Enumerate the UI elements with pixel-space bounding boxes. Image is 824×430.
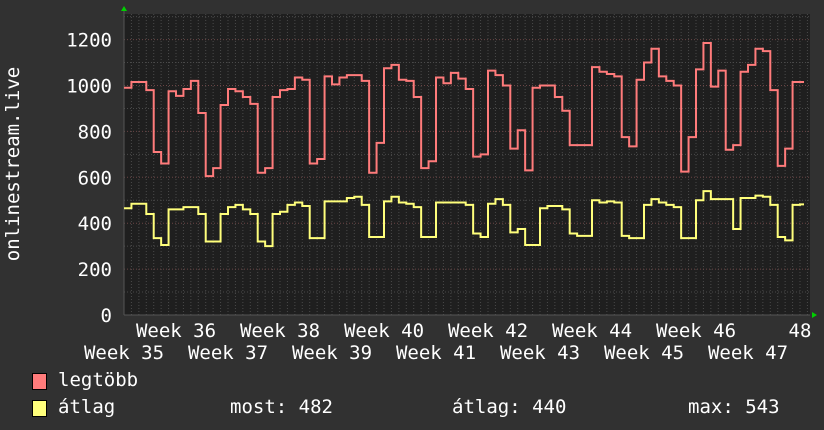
y-tick-label: 1000 (66, 76, 112, 98)
y-tick-label: 200 (78, 259, 112, 281)
x-tick-label: Week 46 (656, 320, 736, 342)
x-tick-label: Week 38 (240, 320, 320, 342)
x-tick-label: Week 42 (448, 320, 528, 342)
x-tick-label: Week 40 (344, 320, 424, 342)
y-tick-label: 1200 (66, 30, 112, 52)
legend-swatch-atlag (32, 400, 47, 417)
stat-current: most: 482 (230, 396, 333, 418)
legend-swatch-legtobb (32, 373, 47, 390)
x-tick-label: Week 35 (84, 342, 164, 364)
plot-area (124, 14, 810, 315)
y-axis-label: onlinestream.live (2, 67, 24, 261)
legend-label-atlag: átlag (58, 396, 116, 418)
x-axis-arrow-icon (812, 312, 817, 318)
stat-average: átlag: 440 (452, 396, 567, 418)
y-tick-label: 600 (78, 167, 112, 189)
x-tick-label: Week 37 (188, 342, 268, 364)
x-tick-label: 48 (789, 320, 812, 342)
y-tick-label: 400 (78, 213, 112, 235)
y-axis-arrow-icon (121, 6, 127, 11)
x-tick-label: Week 44 (552, 320, 632, 342)
legend-label-legtobb: legtöbb (58, 369, 139, 391)
series-line-legtobb (124, 42, 804, 178)
x-tick-label: Week 45 (604, 342, 684, 364)
x-tick-label: Week 36 (136, 320, 216, 342)
stat-max: max: 543 (688, 396, 780, 418)
x-tick-label: Week 41 (396, 342, 476, 364)
x-tick-label: Week 43 (500, 342, 580, 364)
x-tick-label: Week 47 (708, 342, 788, 364)
x-tick-label: Week 39 (292, 342, 372, 364)
y-tick-label: 0 (101, 305, 112, 327)
y-tick-label: 800 (78, 121, 112, 143)
series-line-atlag (124, 190, 804, 248)
